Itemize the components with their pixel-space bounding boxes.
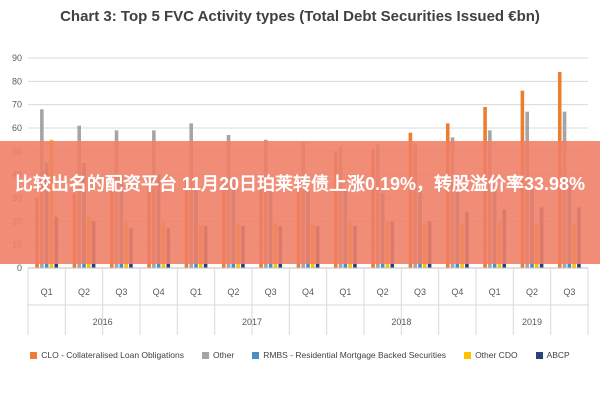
year-label: 2018 (391, 317, 411, 327)
x-tick-label: Q2 (78, 287, 90, 297)
x-tick-label: Q3 (414, 287, 426, 297)
x-tick-label: Q1 (41, 287, 53, 297)
y-tick-label: 60 (12, 123, 22, 133)
x-tick-label: Q2 (227, 287, 239, 297)
x-tick-label: Q2 (526, 287, 538, 297)
x-axis: Q1 Q2 Q3 Q4 Q1 Q2 Q3 Q4 Q1 Q2 Q3 Q4 Q1 Q2 Q3 2016 2017 20… (27, 267, 589, 335)
overlay-banner (0, 141, 600, 264)
x-tick-label: Q4 (153, 287, 165, 297)
x-tick-label: Q1 (489, 287, 501, 297)
legend-item: Other CDO (464, 350, 518, 360)
legend-swatch (30, 351, 38, 359)
legend-item: ABCP (535, 350, 570, 360)
legend-label: RMBS - Residential Mortgage Backed Secur… (263, 350, 447, 360)
year-label: 2017 (242, 317, 262, 327)
x-tick-label: Q3 (563, 287, 575, 297)
x-tick-label: Q3 (115, 287, 127, 297)
x-tick-label: Q1 (339, 287, 351, 297)
y-tick-label: 80 (12, 76, 22, 86)
banner-text: 比较出名的配资平台 11月20日珀莱转债上涨0.19%，转股溢价率33.98% (14, 174, 586, 194)
legend-swatch (252, 351, 260, 359)
x-tick-label: Q4 (451, 287, 463, 297)
x-tick-label: Q4 (302, 287, 314, 297)
legend-item: Other (201, 350, 235, 360)
y-tick-label: 0 (17, 263, 22, 273)
legend-label: Other (212, 350, 235, 360)
legend-swatch (535, 351, 543, 359)
year-label: 2019 (522, 317, 542, 327)
chart-title: Chart 3: Top 5 FVC Activity types (Total… (60, 8, 540, 25)
x-tick-label: Q2 (377, 287, 389, 297)
legend: CLO - Collateralised Loan Obligations Oth… (0, 350, 600, 360)
y-tick-label: 90 (12, 53, 22, 63)
legend-label: ABCP (546, 350, 570, 360)
x-tick-label: Q1 (190, 287, 202, 297)
legend-item: CLO - Collateralised Loan Obligations (30, 350, 184, 360)
x-tick-label: Q3 (265, 287, 277, 297)
year-label: 2016 (93, 317, 113, 327)
y-tick-label: 70 (12, 100, 22, 110)
legend-label: CLO - Collateralised Loan Obligations (41, 350, 184, 360)
legend-swatch (464, 351, 472, 359)
legend-label: Other CDO (475, 350, 518, 360)
legend-item: RMBS - Residential Mortgage Backed Secur… (252, 350, 446, 360)
legend-swatch (201, 351, 209, 359)
